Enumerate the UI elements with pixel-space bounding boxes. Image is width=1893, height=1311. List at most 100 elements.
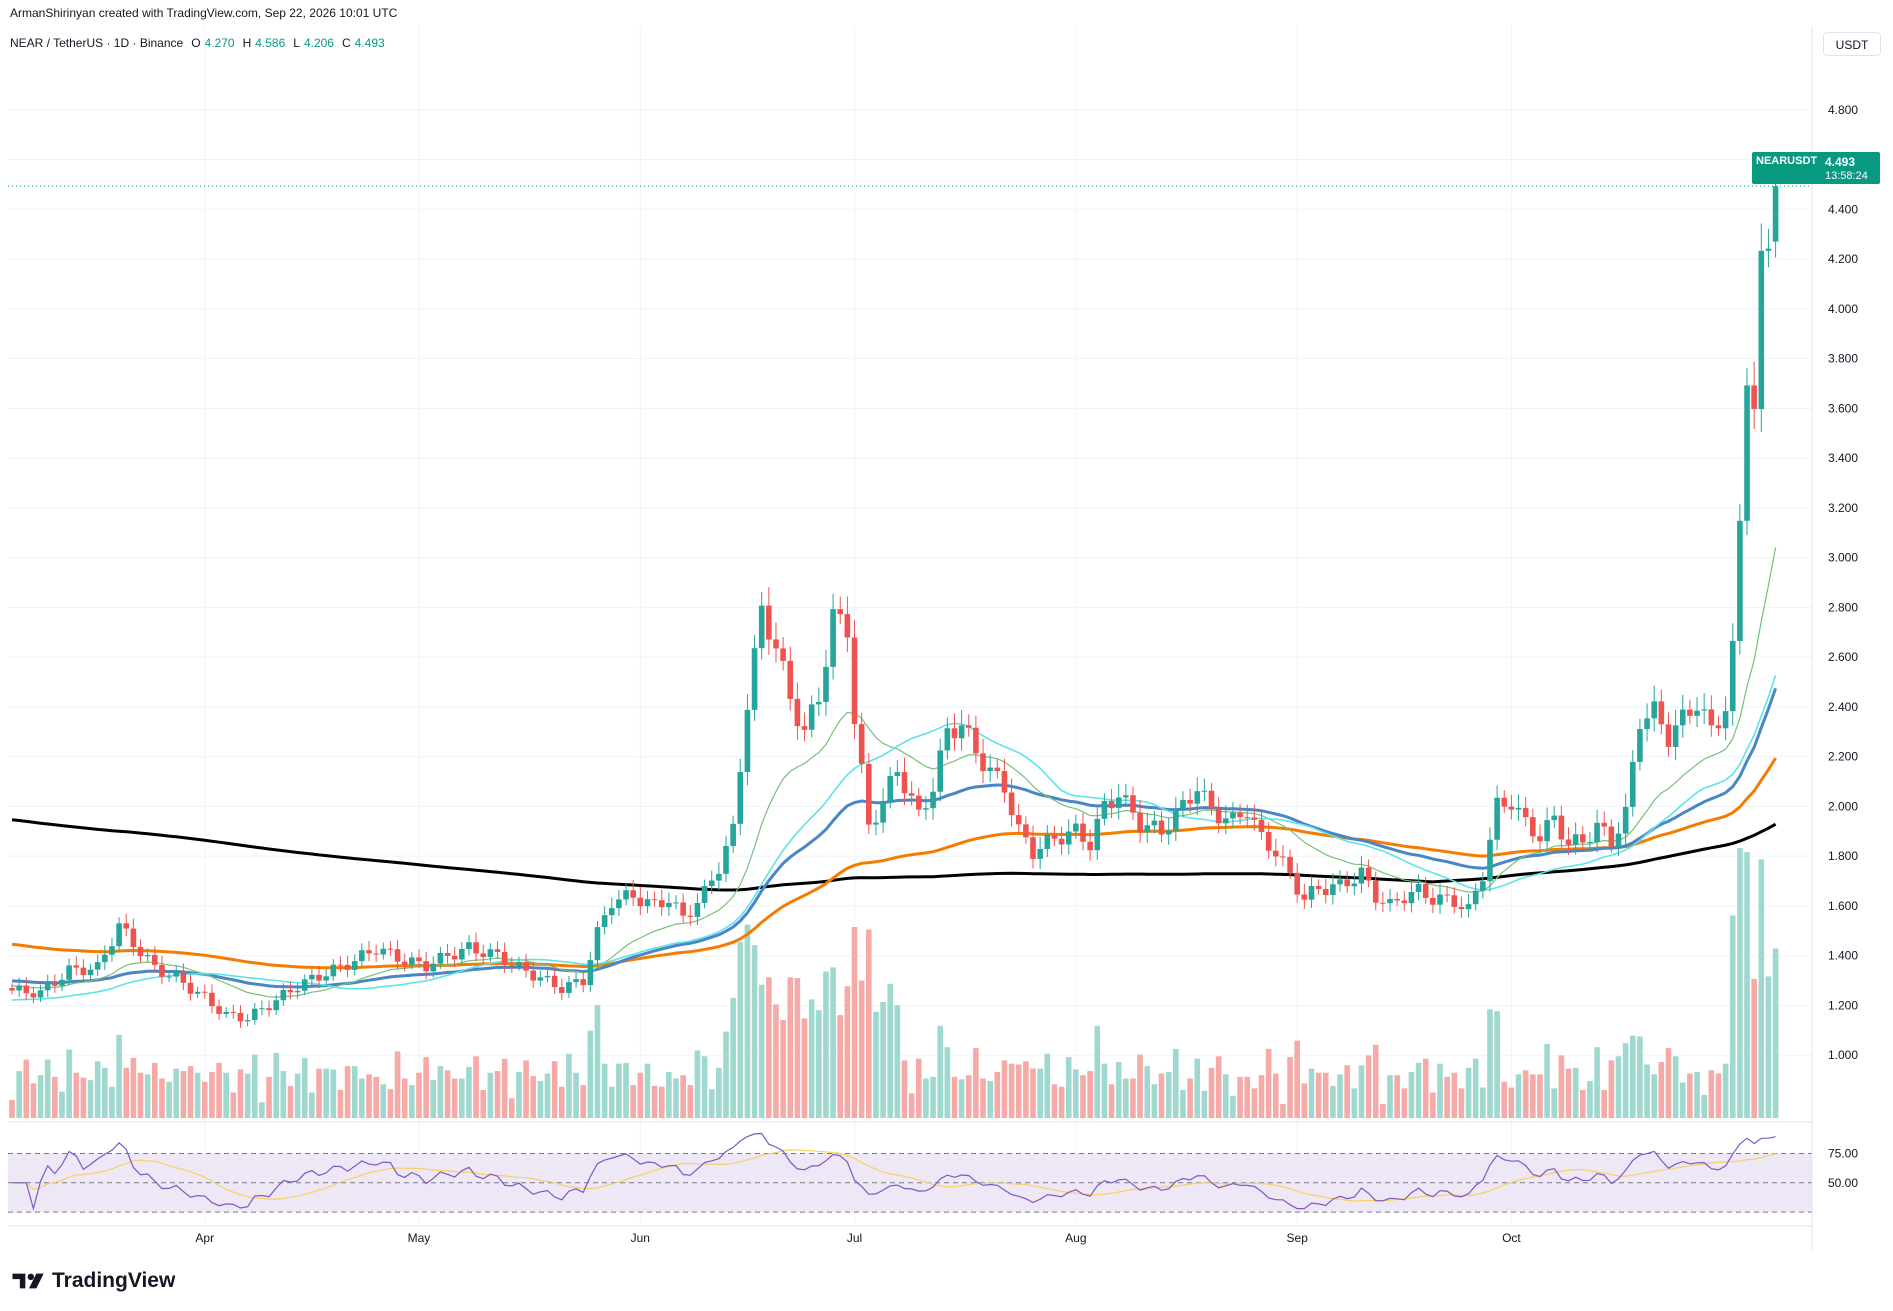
candle-body (723, 845, 729, 874)
volume-bar (716, 1067, 722, 1118)
candle-body (87, 969, 94, 976)
volume-bar (152, 1062, 158, 1118)
volume-bar (866, 929, 872, 1118)
volume-bar (1044, 1053, 1051, 1118)
volume-bar (430, 1080, 437, 1118)
candle-body (644, 899, 651, 907)
candle-body (1715, 725, 1722, 729)
volume-bar (1322, 1072, 1329, 1118)
volume-bar (94, 1061, 101, 1118)
volume-bar (330, 1069, 337, 1118)
volume-bar (530, 1076, 537, 1118)
price-axis-label: 3.600 (1828, 401, 1858, 415)
candle-body (858, 724, 865, 764)
volume-bar (1387, 1075, 1393, 1118)
volume-bar (801, 1018, 808, 1118)
candle-body (1080, 823, 1086, 842)
volume-bar (780, 1020, 786, 1118)
volume-bar (251, 1054, 258, 1118)
volume-bar (344, 1066, 351, 1118)
volume-bar (473, 1056, 479, 1118)
candle-body (751, 648, 758, 710)
candle-body (1437, 894, 1443, 905)
candle-body (516, 962, 522, 967)
candle-body (209, 992, 215, 1007)
candle-body (1215, 808, 1222, 824)
volume-bar (908, 1093, 915, 1118)
candle-body (1637, 729, 1643, 762)
candle-body (1223, 818, 1229, 824)
volume-bar (1672, 1056, 1679, 1118)
volume-bar (287, 1085, 294, 1118)
candle-body (580, 979, 586, 986)
volume-bar (1230, 1095, 1236, 1118)
volume-bar (237, 1069, 244, 1118)
bar-countdown: 13:58:24 (1825, 170, 1868, 182)
volume-bar (409, 1085, 415, 1118)
volume-bar (144, 1074, 151, 1118)
volume-bars (9, 848, 1779, 1118)
volume-bar (1137, 1054, 1143, 1118)
candle-body (1644, 718, 1650, 730)
candle-body (716, 873, 722, 881)
candle-body (266, 1008, 272, 1011)
candle-body (1087, 841, 1093, 851)
candle-body (844, 614, 851, 638)
volume-bar (423, 1057, 429, 1118)
candle-body (1280, 856, 1286, 858)
volume-bar (1358, 1065, 1365, 1118)
volume-bar (666, 1071, 672, 1118)
candle-body (1551, 815, 1558, 821)
candlesticks (9, 163, 1779, 1028)
volume-bar (1201, 1090, 1208, 1118)
price-axis-label: 2.200 (1828, 750, 1858, 764)
candle-body (1480, 881, 1486, 891)
volume-bar (387, 1089, 394, 1118)
candle-body (1358, 867, 1365, 884)
volume-bar (1472, 1058, 1479, 1118)
candle-body (708, 880, 715, 887)
volume-bar (744, 924, 751, 1118)
candle-body (180, 972, 187, 983)
volume-bar (1608, 1060, 1615, 1118)
candle-body (16, 985, 22, 991)
time-axis-label: Aug (1065, 1231, 1086, 1245)
volume-bar (1073, 1069, 1079, 1118)
candle-body (1058, 838, 1065, 845)
candle-body (451, 955, 458, 960)
volume-bar (1658, 1062, 1665, 1118)
candle-body (487, 949, 494, 957)
candle-body (380, 948, 387, 955)
currency-selector-button[interactable]: USDT (1823, 32, 1881, 56)
time-axis-label: May (408, 1231, 431, 1245)
volume-bar (1665, 1048, 1672, 1118)
volume-bar (244, 1073, 251, 1118)
symbol-title[interactable]: NEAR / TetherUS · 1D · Binance (10, 36, 184, 50)
volume-bar (1651, 1074, 1657, 1118)
volume-bar (523, 1060, 529, 1118)
volume-bar (44, 1059, 51, 1118)
price-chart-svg[interactable]: 4.8004.6004.4004.2004.0003.8003.6003.400… (0, 26, 1893, 1256)
volume-bar (1330, 1085, 1336, 1118)
tradingview-logo[interactable]: TradingView (12, 1266, 175, 1296)
candle-body (244, 1020, 251, 1022)
volume-bar (594, 1005, 601, 1118)
candle-body (830, 609, 836, 667)
volume-bar (1287, 1057, 1293, 1118)
volume-bar (1622, 1043, 1629, 1118)
candle-body (152, 954, 158, 965)
candle-body (1708, 709, 1715, 726)
volume-bar (1772, 948, 1779, 1118)
candle-body (1765, 248, 1772, 251)
volume-bar (858, 980, 865, 1118)
chart-frame[interactable]: 4.8004.6004.4004.2004.0003.8003.6003.400… (0, 26, 1893, 1256)
volume-bar (230, 1092, 237, 1118)
candle-body (137, 946, 144, 957)
rsi-line (12, 1132, 1776, 1211)
volume-bar (1051, 1084, 1058, 1118)
volume-bar (794, 978, 801, 1118)
volume-bar (223, 1072, 229, 1118)
volume-bar (1544, 1043, 1550, 1118)
volume-bar (1594, 1047, 1600, 1118)
candle-body (1180, 799, 1186, 810)
